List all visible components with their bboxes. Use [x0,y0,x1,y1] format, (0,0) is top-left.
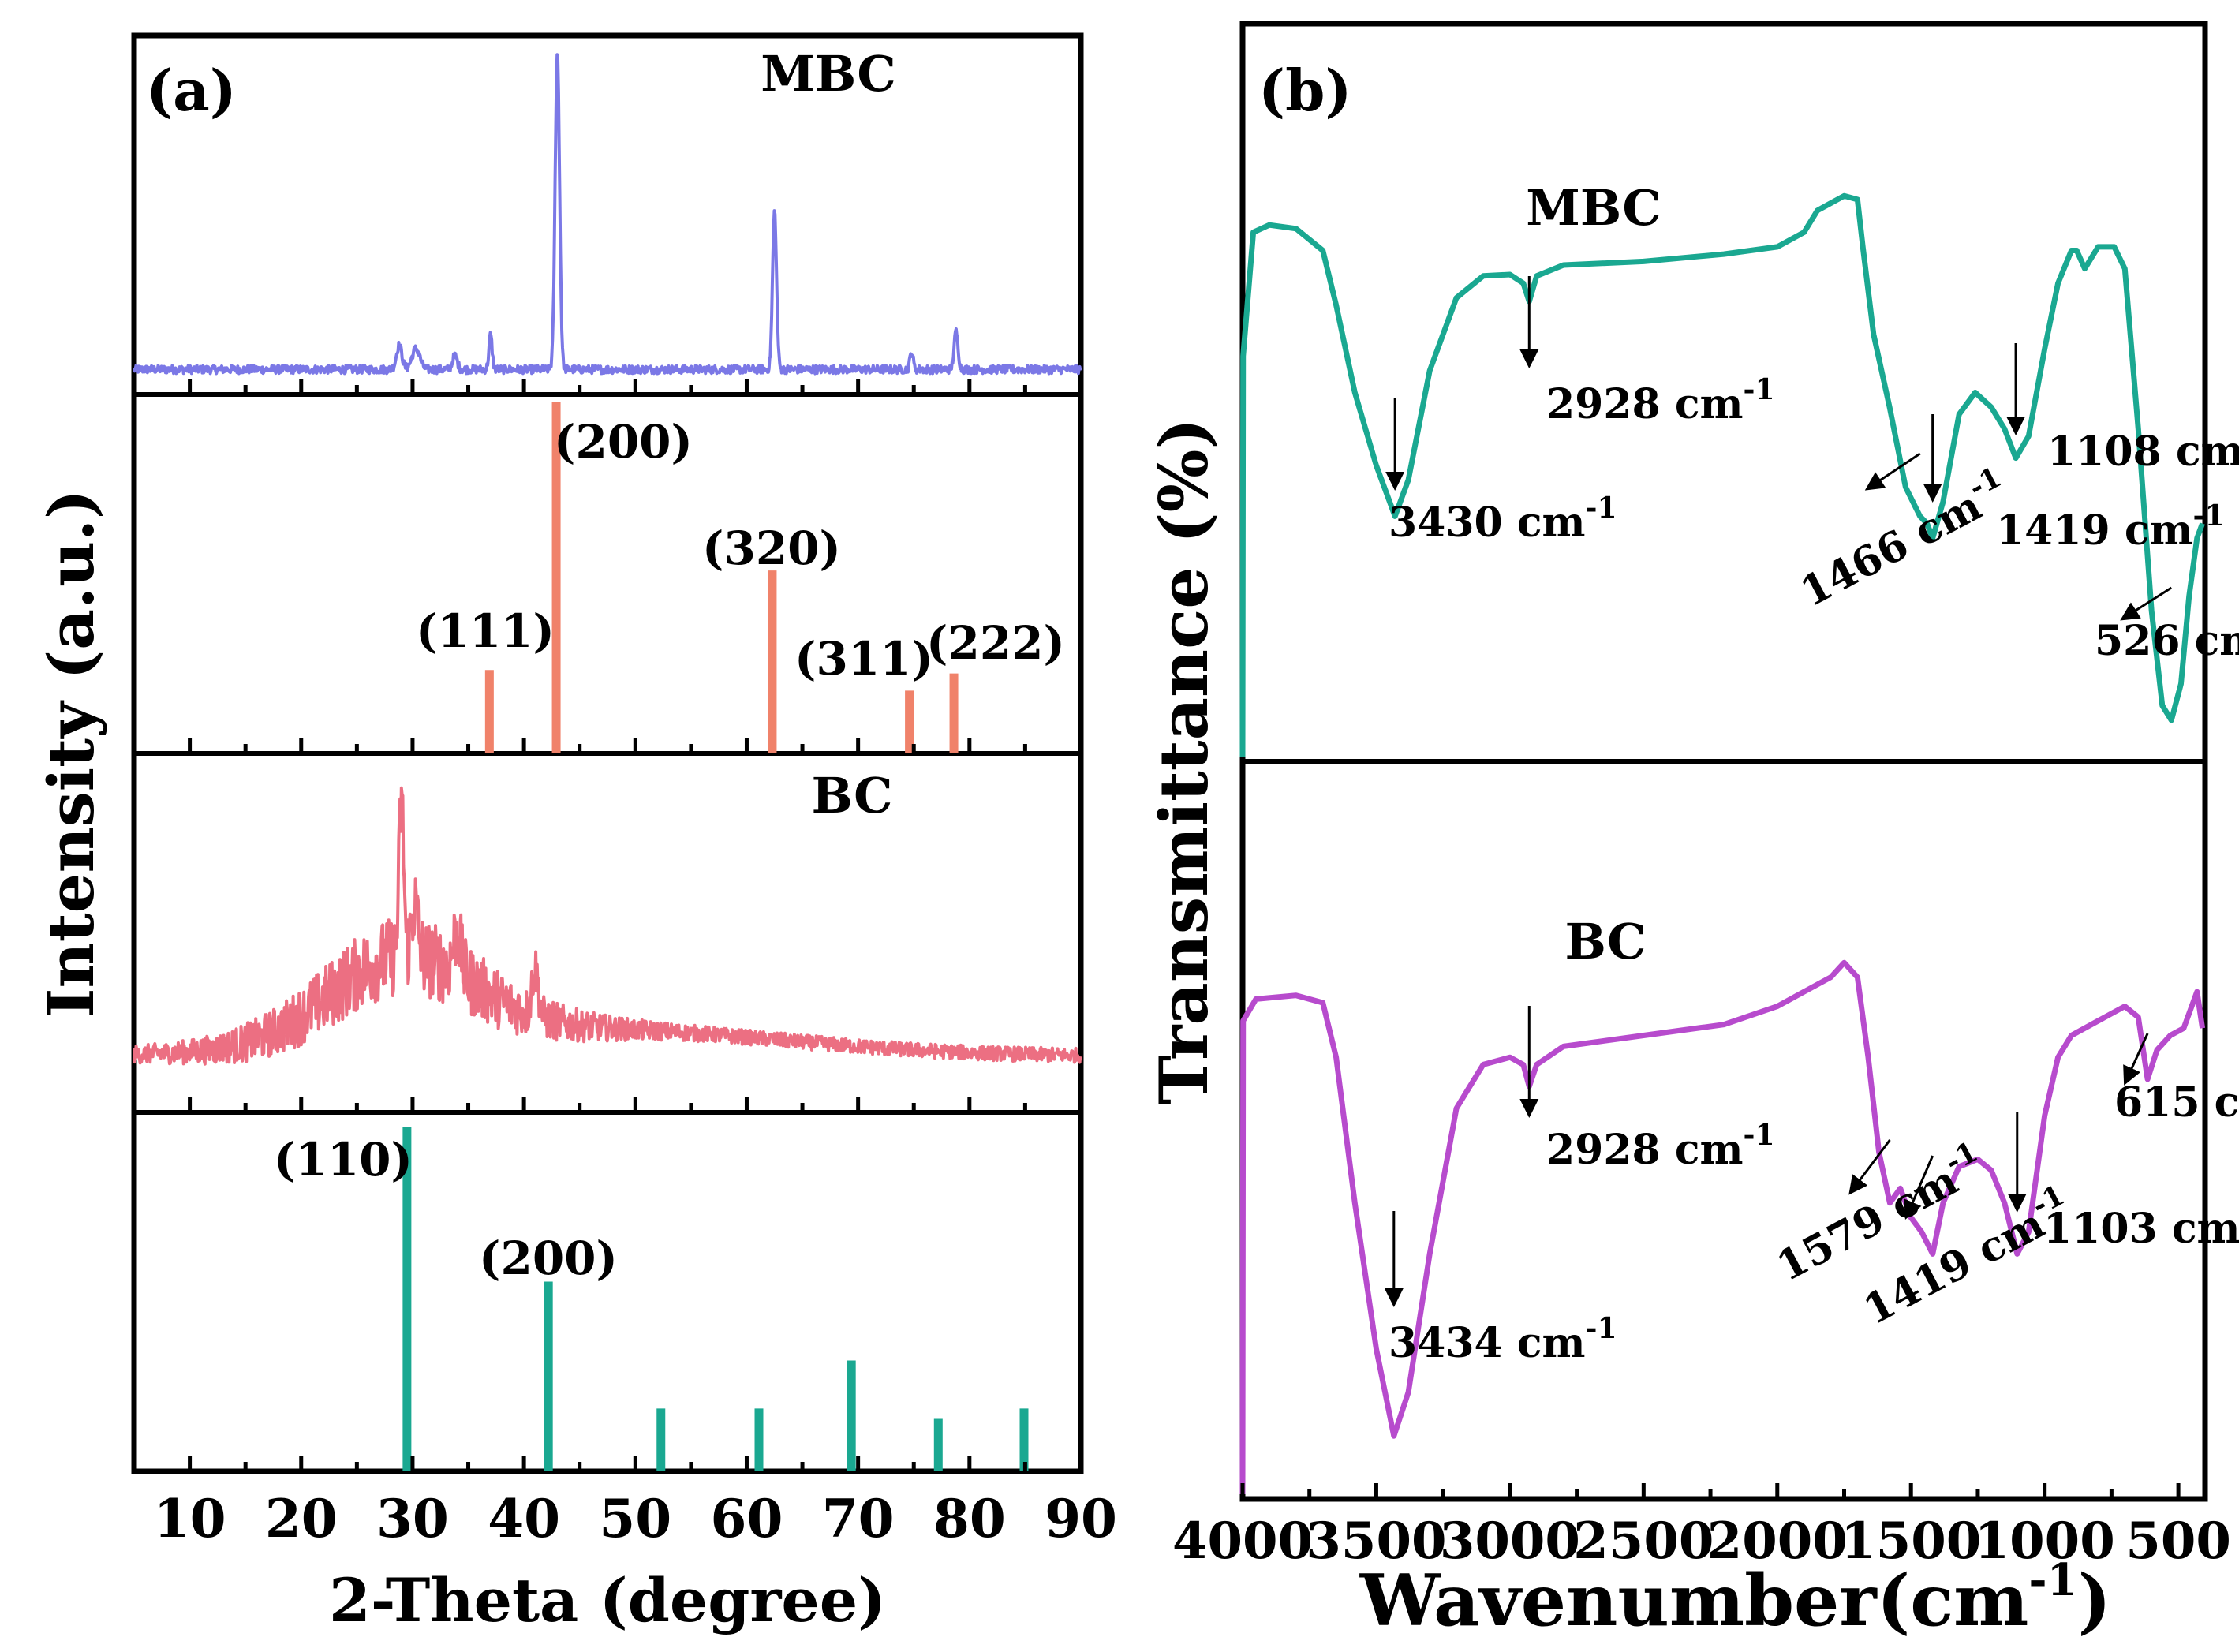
peak-annotation-value: 1108 cm [2047,428,2239,476]
peak-annotation-sup: -1 [1744,1119,1775,1152]
bc-trace-label: BC [812,767,893,824]
peak-annotation-value: 1466 cm [1792,481,1989,616]
peak-annotation-sup: -1 [2193,499,2225,533]
xrd-pattern-mbc [133,53,1082,376]
peak-annotation: 2928 cm-1 [1546,1119,1775,1174]
panel-b-x-axis-title-sup: -1 [2028,1554,2077,1606]
peak-annotation-value: 615 cm [2114,1078,2239,1127]
x-tick-label: 3500 [1306,1512,1446,1571]
panel-b-x-axis-title-main: Wavenumber(cm [1359,1559,2028,1643]
peak-annotation-value: 2928 cm [1546,380,1744,428]
mbc-trace-label: MBC [761,45,896,103]
x-tick-label: 2000 [1707,1512,1848,1571]
peak-annotation-value: 526 cm [2095,617,2239,665]
peak-annotation: 1103 cm-1 [2043,1198,2239,1253]
panel-a-xrd: (a) MBC BC (111)(200)(320)(311)(222)(110… [34,32,1117,1635]
miller-index-label: (320) [702,521,841,575]
peak-annotation: 526 cm-1 [2095,610,2239,665]
panel-a-x-axis-title: 2-Theta (degree) [329,1565,886,1635]
peak-annotation-value: 1103 cm [2043,1205,2239,1253]
peak-arrow [2123,1033,2149,1086]
x-tick-label: 90 [1045,1488,1117,1549]
x-tick-label: 80 [933,1488,1006,1549]
x-tick-label: 50 [599,1488,671,1549]
bc-spectrum-label: BC [1565,913,1647,970]
panel-b-y-axis-title: Transmittance (%) [1145,418,1223,1104]
x-tick-label: 30 [376,1488,449,1549]
panel-a-y-axis-title: Intensity (a.u.) [34,489,108,1018]
x-tick-label: 2500 [1573,1512,1714,1571]
mbc-spectrum-label: MBC [1526,179,1661,237]
peak-annotation-value: 3430 cm [1389,499,1586,547]
miller-index-label: (222) [926,616,1065,670]
x-tick-label: 40 [488,1488,560,1549]
peak-annotation: 2928 cm-1 [1546,373,1775,428]
peak-annotation-value: 1419 cm [1996,506,2193,555]
miller-index-label: (110) [274,1133,413,1187]
peak-annotation: 1419 cm-1 [1996,499,2225,555]
peak-annotation-value: 2928 cm [1546,1126,1744,1174]
panel-a-x-ticks: 10 20 30 40 50 60 70 80 90 [154,379,1117,1549]
peak-annotation-sup: -1 [1586,1312,1617,1345]
panel-a-plot-layer: (111)(200)(320)(311)(222)(110)(200) [133,53,1082,1471]
panel-a-label: (a) [146,57,237,124]
peak-annotation-value: 3434 cm [1389,1319,1586,1367]
miller-index-label: (200) [479,1232,618,1285]
peak-annotation-sup: -1 [1586,491,1617,525]
miller-index-label: (311) [794,632,933,686]
peak-annotation: 3430 cm-1 [1389,491,1617,547]
peak-annotation: 3434 cm-1 [1389,1312,1617,1367]
x-tick-label: 4000 [1172,1512,1313,1571]
peak-arrow [1904,1155,1934,1220]
x-tick-label: 60 [711,1488,783,1549]
ftir-spectrum-mbc [1239,192,2205,757]
miller-index-label: (111) [416,604,555,658]
x-tick-label: 10 [154,1488,226,1549]
ftir-spectrum-bc [1239,959,2206,1495]
peak-annotation: 615 cm-1 [2114,1071,2239,1127]
x-tick-label: 20 [265,1488,338,1549]
panel-b-x-axis-title: Wavenumber(cm-1) [1359,1554,2111,1643]
x-tick-label: 70 [822,1488,895,1549]
panel-b-label: (b) [1258,57,1351,124]
peak-annotation: 1108 cm-1 [2047,420,2239,476]
x-tick-label: 1000 [1975,1512,2115,1571]
panel-b-x-axis-title-tail: ) [2078,1559,2112,1643]
peak-arrow [2120,586,2173,621]
miller-index-label: (200) [554,415,693,469]
peak-arrow [1848,1139,1891,1195]
peak-annotation-sup: -1 [1744,373,1775,406]
xrd-pattern-bc [133,786,1082,1066]
x-tick-label: 1500 [1841,1512,1981,1571]
peak-arrow [1864,452,1921,491]
x-tick-label: 500 [2125,1512,2231,1571]
x-tick-label: 3000 [1440,1512,1580,1571]
